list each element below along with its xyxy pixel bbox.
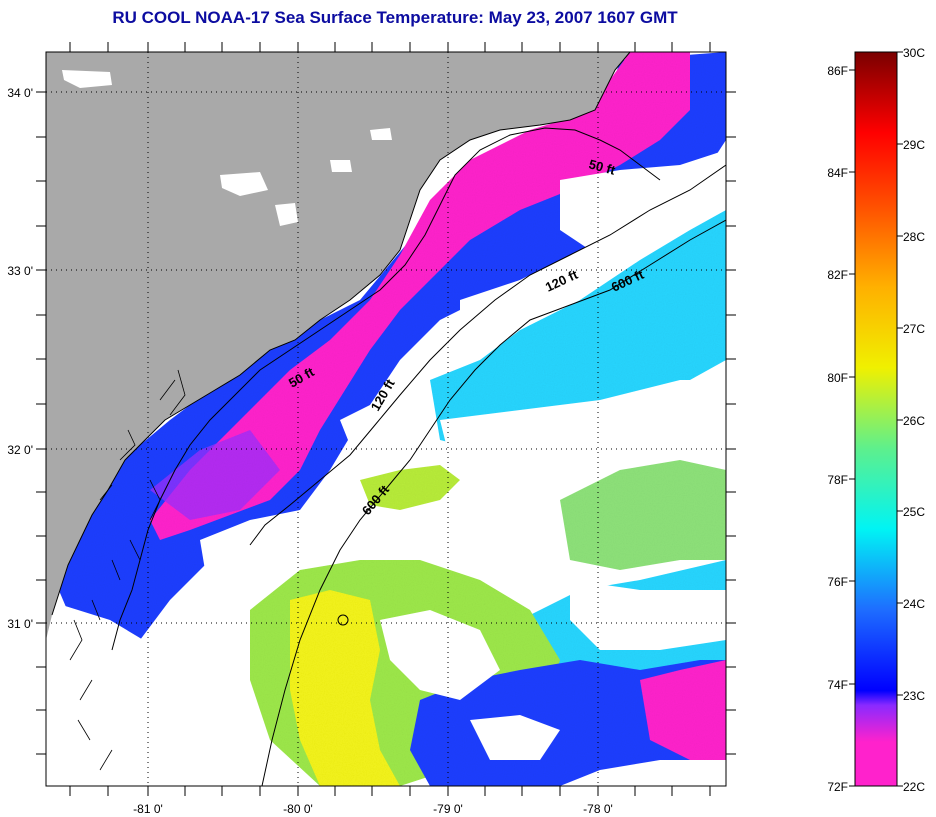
sst-purple-patch: [150, 430, 280, 520]
seamount-marker: [337, 614, 349, 626]
contour-50ft: [111, 127, 661, 651]
coastline: [51, 52, 631, 616]
sst-cold-band: [150, 52, 690, 540]
contour-120ft: [249, 164, 726, 546]
sst-layer: [46, 52, 726, 786]
land-cloud-patches: [62, 70, 392, 226]
latitude-labels: 34 0' 33 0' 32 0' 31 0': [7, 86, 33, 631]
longitude-labels: -81 0' -80 0' -79 0' -78 0': [133, 802, 613, 816]
lat-label: 32 0': [7, 443, 33, 457]
lat-label: 33 0': [7, 264, 33, 278]
contour-label-50ft-north: 50 ft: [587, 156, 617, 178]
sst-cold-southeast: [640, 660, 726, 760]
map-frame: [45, 51, 727, 787]
contour-600ft: [261, 219, 726, 786]
lon-label: -78 0': [583, 802, 613, 816]
sst-hot-core: [290, 590, 400, 786]
map-title: RU COOL NOAA-17 Sea Surface Temperature:…: [112, 8, 678, 27]
sst-warm-patch: [360, 465, 460, 510]
lat-label: 34 0': [7, 86, 33, 100]
sst-warm-east: [560, 460, 726, 570]
lon-label: -79 0': [433, 802, 463, 816]
cloud-mask: [46, 150, 726, 786]
lat-label: 31 0': [7, 617, 33, 631]
lon-label: -81 0': [133, 802, 163, 816]
land-mass: [46, 52, 630, 640]
lon-label: -80 0': [283, 802, 313, 816]
grid-lines: [46, 52, 726, 786]
axis-ticks: [36, 42, 736, 796]
